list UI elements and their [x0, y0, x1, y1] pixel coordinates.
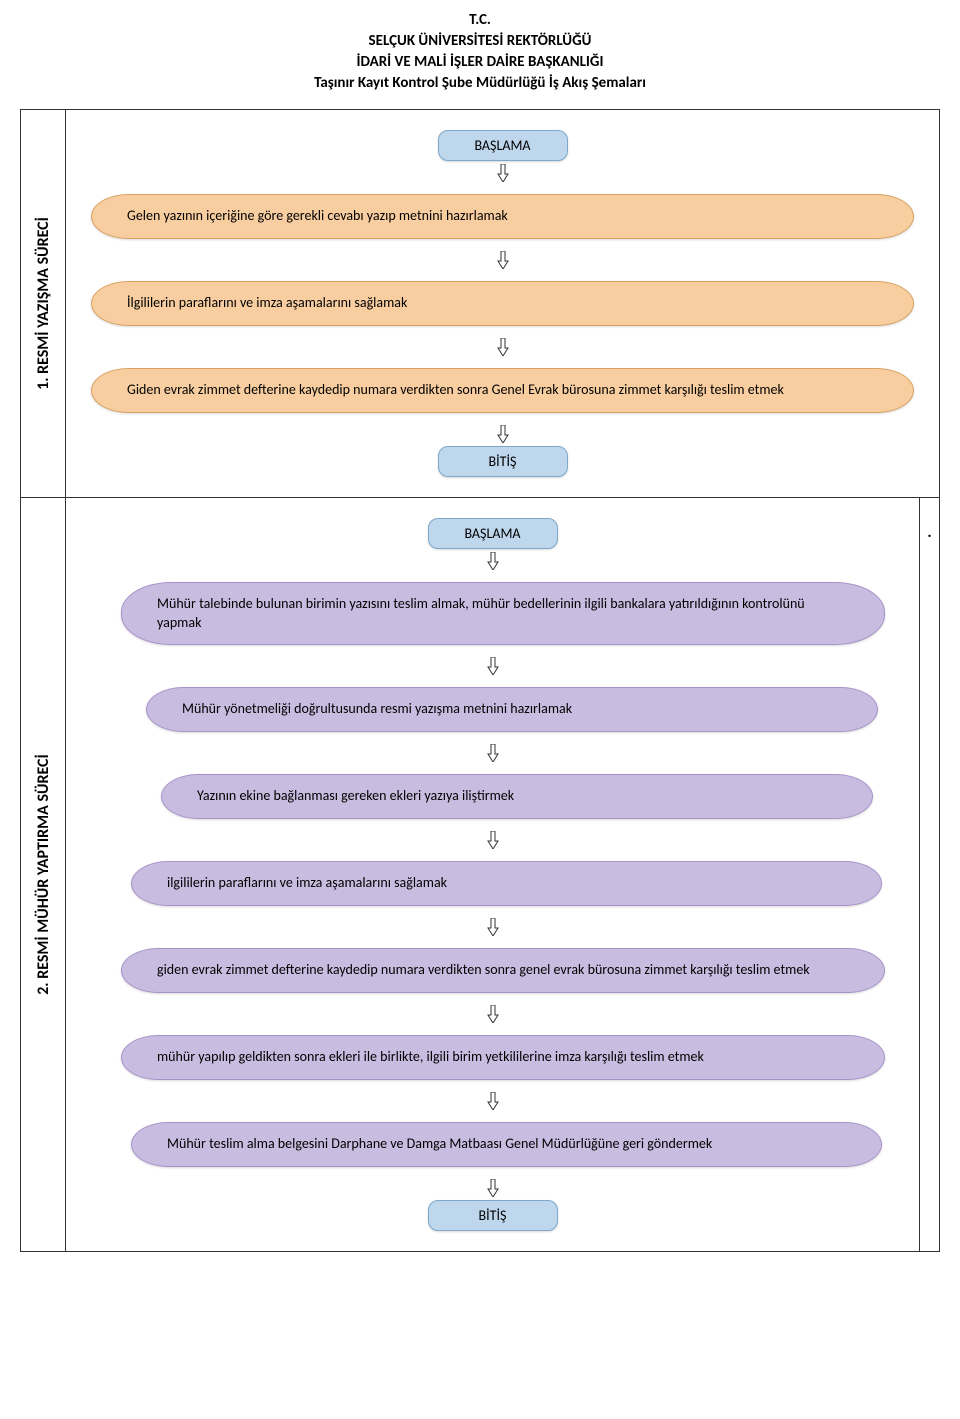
- section-2-dot-cell: .: [919, 498, 939, 1251]
- section-1-label-cell: 1. RESMİ YAZIŞMA SÜRECİ: [21, 110, 66, 497]
- step-box: giden evrak zimmet defterine kaydedip nu…: [121, 948, 885, 993]
- arrow-icon: [487, 1179, 499, 1197]
- arrow-icon: [487, 918, 499, 936]
- section-2-label-cell: 2. RESMİ MÜHÜR YAPTIRMA SÜRECİ: [21, 498, 66, 1251]
- section-1-label: 1. RESMİ YAZIŞMA SÜRECİ: [34, 217, 53, 390]
- header-line-1: T.C.: [20, 10, 940, 31]
- arrow-icon: [487, 1005, 499, 1023]
- step-box: ilgililerin paraflarını ve imza aşamalar…: [131, 861, 882, 906]
- section-2-content: BAŞLAMA Mühür talebinde bulunan birimin …: [66, 498, 919, 1251]
- diagram-frame: 1. RESMİ YAZIŞMA SÜRECİ BAŞLAMA Gelen ya…: [20, 109, 940, 1252]
- page-header: T.C. SELÇUK ÜNİVERSİTESİ REKTÖRLÜĞÜ İDAR…: [0, 0, 960, 109]
- step-box: Mühür teslim alma belgesini Darphane ve …: [131, 1122, 882, 1167]
- end-badge: BİTİŞ: [428, 1200, 558, 1231]
- arrow-icon: [487, 831, 499, 849]
- arrow-icon: [497, 425, 509, 443]
- header-line-2: SELÇUK ÜNİVERSİTESİ REKTÖRLÜĞÜ: [20, 31, 940, 52]
- start-badge: BAŞLAMA: [428, 518, 558, 549]
- section-2: 2. RESMİ MÜHÜR YAPTIRMA SÜRECİ BAŞLAMA M…: [21, 498, 939, 1251]
- arrow-icon: [487, 1092, 499, 1110]
- step-box: Mühür talebinde bulunan birimin yazısını…: [121, 582, 885, 646]
- step-box: Mühür yönetmeliği doğrultusunda resmi ya…: [146, 687, 878, 732]
- end-badge: BİTİŞ: [438, 446, 568, 477]
- step-box: Gelen yazının içeriğine göre gerekli cev…: [91, 194, 914, 239]
- step-box: İlgililerin paraflarını ve imza aşamalar…: [91, 281, 914, 326]
- arrow-icon: [487, 657, 499, 675]
- step-box: Giden evrak zimmet defterine kaydedip nu…: [91, 368, 914, 413]
- step-box: mühür yapılıp geldikten sonra ekleri ile…: [121, 1035, 885, 1080]
- header-line-4: Taşınır Kayıt Kontrol Şube Müdürlüğü İş …: [20, 73, 940, 94]
- section-1-content: BAŞLAMA Gelen yazının içeriğine göre ger…: [66, 110, 939, 497]
- arrow-icon: [487, 552, 499, 570]
- section-1: 1. RESMİ YAZIŞMA SÜRECİ BAŞLAMA Gelen ya…: [21, 110, 939, 498]
- dot-text: .: [927, 523, 931, 542]
- arrow-icon: [497, 338, 509, 356]
- arrow-icon: [497, 164, 509, 182]
- arrow-icon: [497, 251, 509, 269]
- start-badge: BAŞLAMA: [438, 130, 568, 161]
- arrow-icon: [487, 744, 499, 762]
- section-2-label: 2. RESMİ MÜHÜR YAPTIRMA SÜRECİ: [34, 754, 53, 995]
- header-line-3: İDARİ VE MALİ İŞLER DAİRE BAŞKANLIĞI: [20, 52, 940, 73]
- step-box: Yazının ekine bağlanması gereken ekleri …: [161, 774, 873, 819]
